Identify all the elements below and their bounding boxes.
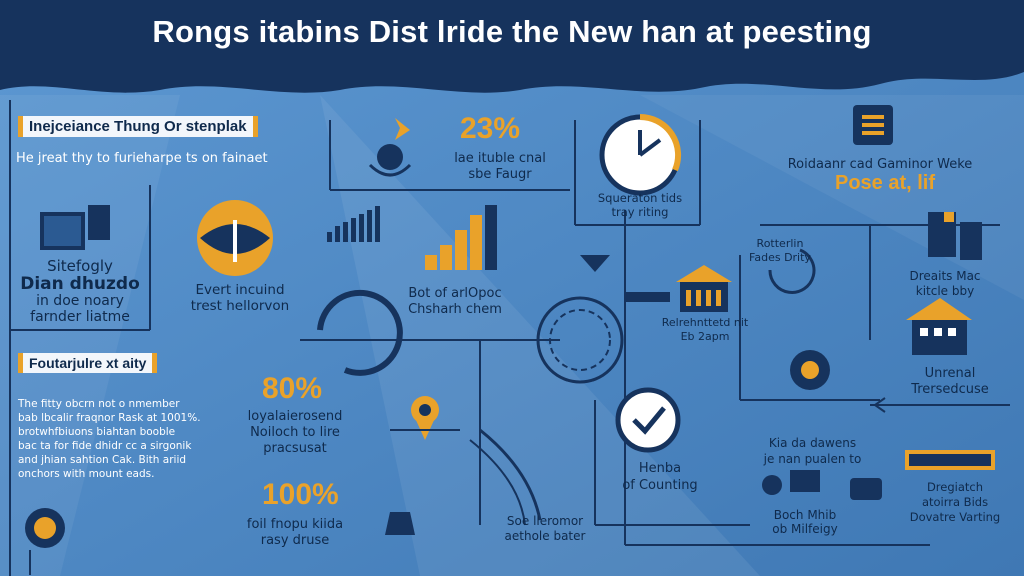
rotterlin-line-2: Fades Drity — [749, 251, 811, 264]
bottom-mid-line-2: aethole bater — [504, 529, 586, 543]
left-subtitle: He jreat thy to furieharpe ts on fainaet — [16, 151, 268, 166]
boch-line-1: Boch Mhib — [773, 508, 837, 522]
chart-label-1: Bot of arlOpoc — [408, 286, 502, 301]
section-tag-top: Inejceiance Thung Or stenplak — [18, 116, 258, 137]
dre-line-1: Dreaits Mac — [909, 269, 981, 283]
stat-block-line-1: Sitefogly — [47, 257, 113, 275]
para-line-5: and jhian sahtion Cak. Bith ariid — [18, 454, 187, 466]
henba-line-1: Henba — [638, 461, 682, 476]
event-line-1: Evert incuind — [195, 282, 285, 298]
page-title: Rongs itabins Dist lride the New han at … — [152, 14, 872, 49]
chart-label-2: Chsharh chem — [408, 302, 502, 317]
para-line-6: onchors with mount eads. — [18, 468, 155, 480]
para-line-1: The fitty obcrn not o nmember — [18, 398, 180, 410]
event-line-2: trest hellorvon — [190, 298, 290, 314]
stat-23-percent: 23% — [460, 112, 521, 145]
clock-caption-1: Squeraton tids — [597, 191, 683, 205]
right-header-line: Roidaanr cad Gaminor Weke — [787, 157, 973, 172]
stat-80-line-3: pracsusat — [263, 441, 327, 456]
bottom-mid-line-1: Soe lleromor — [506, 514, 584, 528]
stat-100-percent: 100% — [262, 478, 339, 511]
section-tag-bottom: Foutarjulre xt aity — [18, 353, 158, 373]
ref-line-2: Eb 2apm — [680, 330, 730, 343]
stat-80-line-2: Noiloch to lire — [250, 425, 340, 440]
stat-80-percent: 80% — [262, 372, 323, 405]
kia-line-1: Kia da dawens — [768, 436, 857, 450]
henba-line-2: of Counting — [622, 478, 698, 493]
stat-100-line-1: foil fnopu kiida — [246, 517, 344, 532]
dreg-line-1: Dregiatch — [926, 480, 984, 494]
stat-100-line-2: rasy druse — [260, 533, 330, 548]
stat-block-line-4: farnder liatme — [30, 309, 130, 325]
right-header-big: Pose at, lif — [834, 172, 936, 194]
stat-block-line-3: in doe noary — [36, 293, 124, 309]
clock-caption-2: tray riting — [611, 205, 669, 219]
dreg-line-2: atoirra Bids — [921, 495, 989, 509]
kia-line-2: je nan pualen to — [763, 452, 862, 466]
para-line-2: bab lbcalir fraqnor Rask at 1001%. — [18, 412, 201, 424]
unr-line-2: Trersedcuse — [911, 382, 989, 397]
para-line-4: bac ta for fide dhidr cc a sirgonik — [18, 440, 192, 452]
stat-23-line-1: lae ituble cnal — [454, 151, 546, 166]
stat-block-line-2: Dian dhuzdo — [20, 274, 140, 294]
unr-line-1: Unrenal — [924, 366, 976, 381]
stat-80-line-1: loyalaierosend — [247, 409, 343, 424]
rotterlin-line-1: Rotterlin — [756, 237, 804, 250]
stat-23-line-2: sbe Faugr — [468, 167, 532, 182]
ref-line-1: Relrehnttetd nit — [661, 316, 749, 329]
dreg-line-3: Dovatre Varting — [909, 510, 1001, 524]
para-line-3: brotwhfbiuons biahtan booble — [18, 426, 176, 438]
boch-line-2: ob Milfeigy — [772, 522, 838, 536]
dre-line-2: kitcle bby — [915, 284, 975, 298]
